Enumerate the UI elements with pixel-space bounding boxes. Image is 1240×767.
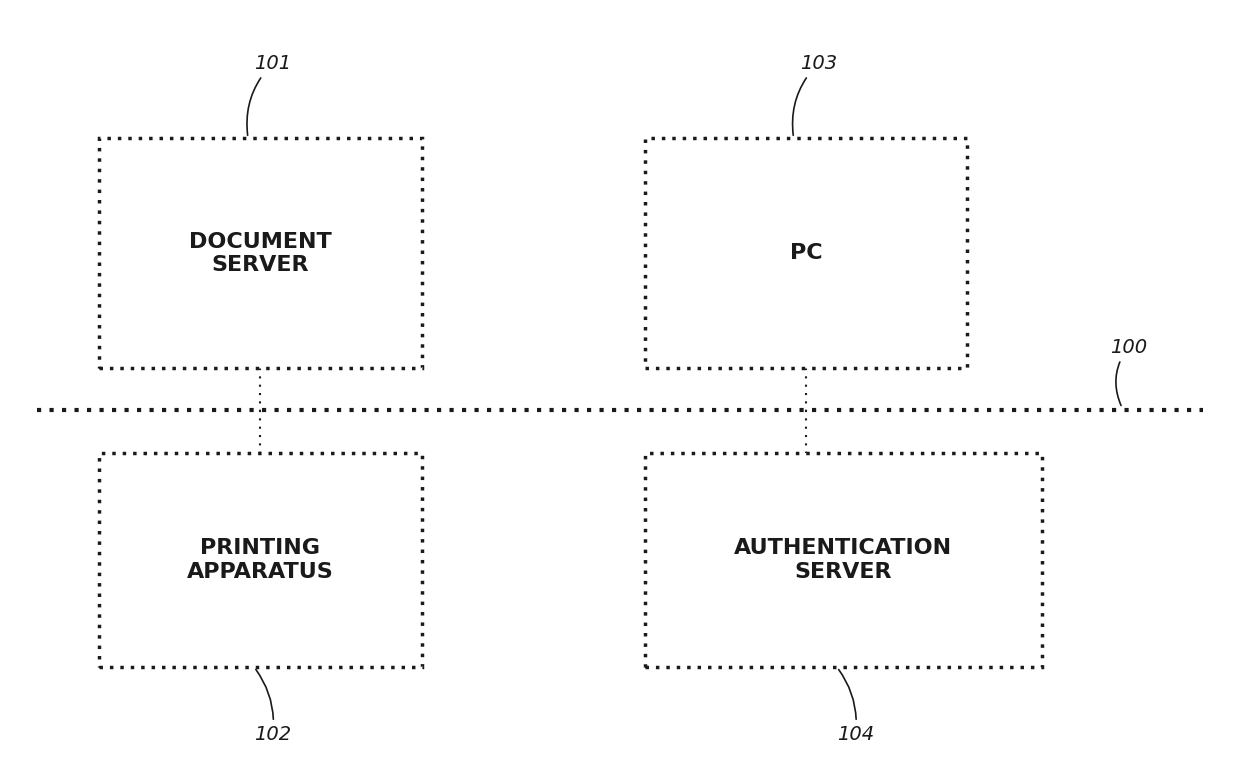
Bar: [645, 138, 967, 368]
Text: 104: 104: [837, 670, 874, 744]
Text: PRINTING
APPARATUS: PRINTING APPARATUS: [187, 538, 334, 581]
Text: 102: 102: [254, 670, 291, 744]
Text: 103: 103: [792, 54, 837, 135]
Text: 100: 100: [1110, 337, 1147, 406]
Bar: [99, 138, 422, 368]
Text: AUTHENTICATION
SERVER: AUTHENTICATION SERVER: [734, 538, 952, 581]
Bar: [99, 453, 422, 667]
Text: DOCUMENT
SERVER: DOCUMENT SERVER: [188, 232, 332, 275]
Text: PC: PC: [790, 243, 822, 263]
Bar: [645, 453, 1042, 667]
Text: 101: 101: [247, 54, 291, 135]
